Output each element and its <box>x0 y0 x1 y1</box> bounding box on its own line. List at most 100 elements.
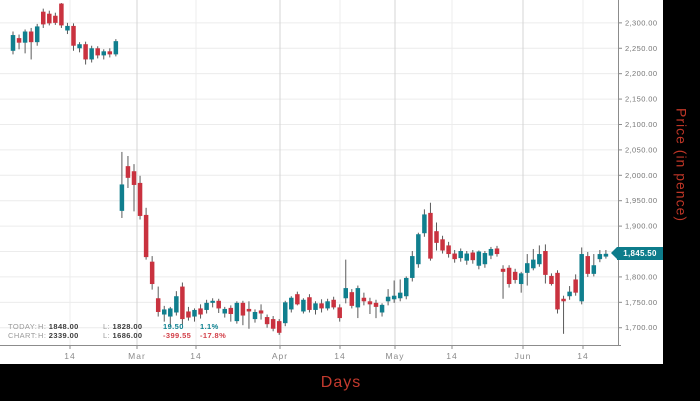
candle-51[interactable] <box>319 299 324 313</box>
candle-69[interactable] <box>428 202 433 261</box>
candle-94[interactable] <box>579 247 584 305</box>
candle-19[interactable] <box>125 155 131 188</box>
candle-5[interactable] <box>41 8 46 28</box>
candle-85[interactable] <box>525 254 530 286</box>
candle-64[interactable] <box>397 279 403 302</box>
candle-41[interactable] <box>258 304 264 320</box>
candle-3[interactable] <box>28 27 34 60</box>
candle-7[interactable] <box>53 12 58 25</box>
candle-55[interactable] <box>343 259 349 304</box>
candle-63[interactable] <box>391 280 397 303</box>
candle-58[interactable] <box>361 292 367 306</box>
candle-60[interactable] <box>373 299 379 319</box>
candle-74[interactable] <box>458 248 463 262</box>
candle-67[interactable] <box>416 232 421 268</box>
candle-28[interactable] <box>180 282 185 325</box>
candle-91[interactable] <box>561 295 566 334</box>
candle-30[interactable] <box>192 308 197 322</box>
candle-29[interactable] <box>186 306 191 321</box>
candle-15[interactable] <box>101 49 107 60</box>
candle-14[interactable] <box>95 46 100 59</box>
candle-54[interactable] <box>337 304 342 322</box>
candle-42[interactable] <box>264 314 270 328</box>
candle-57[interactable] <box>355 285 361 319</box>
candle-34[interactable] <box>216 298 221 313</box>
candle-61[interactable] <box>379 303 385 317</box>
candle-27[interactable] <box>174 291 179 316</box>
candle-20[interactable] <box>131 164 137 212</box>
candle-83[interactable] <box>512 268 518 284</box>
candle-22[interactable] <box>143 207 149 260</box>
candle-31[interactable] <box>198 304 203 319</box>
candle-1[interactable] <box>16 34 22 50</box>
candle-66[interactable] <box>410 251 415 282</box>
candle-72[interactable] <box>446 241 451 258</box>
candle-43[interactable] <box>270 316 276 332</box>
candle-23[interactable] <box>149 256 155 290</box>
candle-82[interactable] <box>506 265 512 288</box>
candle-81[interactable] <box>500 265 506 299</box>
candle-2[interactable] <box>22 29 28 54</box>
candle-65[interactable] <box>404 276 409 300</box>
candle-39[interactable] <box>246 301 252 329</box>
candle-4[interactable] <box>34 23 40 46</box>
candle-40[interactable] <box>252 309 258 323</box>
candle-26[interactable] <box>168 306 173 327</box>
candle-46[interactable] <box>289 296 294 313</box>
candle-9[interactable] <box>65 22 70 35</box>
candle-10[interactable] <box>71 23 76 51</box>
candle-68[interactable] <box>422 209 427 237</box>
candle-93[interactable] <box>573 274 578 296</box>
candle-52[interactable] <box>325 298 330 311</box>
candle-0[interactable] <box>10 31 16 55</box>
candle-56[interactable] <box>349 289 355 309</box>
candle-62[interactable] <box>385 289 391 306</box>
candle-86[interactable] <box>531 248 536 271</box>
candle-95[interactable] <box>585 252 591 277</box>
candle-12[interactable] <box>83 41 88 65</box>
candle-98[interactable] <box>603 249 609 259</box>
candle-48[interactable] <box>301 298 306 314</box>
candle-90[interactable] <box>555 270 560 314</box>
candle-36[interactable] <box>228 305 234 322</box>
candle-75[interactable] <box>464 251 470 265</box>
candle-77[interactable] <box>476 250 482 270</box>
candle-38[interactable] <box>240 300 246 326</box>
candle-89[interactable] <box>549 273 554 286</box>
candle-16[interactable] <box>107 48 113 58</box>
candle-17[interactable] <box>113 39 119 57</box>
candle-78[interactable] <box>482 251 488 268</box>
candle-84[interactable] <box>518 271 524 293</box>
candle-33[interactable] <box>210 298 215 308</box>
candle-71[interactable] <box>440 235 445 254</box>
candle-6[interactable] <box>47 10 52 26</box>
candle-25[interactable] <box>162 305 167 322</box>
candle-35[interactable] <box>222 306 228 318</box>
candle-37[interactable] <box>234 301 240 324</box>
candle-96[interactable] <box>591 254 597 277</box>
candle-18[interactable] <box>119 151 125 218</box>
candle-53[interactable] <box>331 296 336 310</box>
candle-24[interactable] <box>155 286 161 317</box>
plot-area[interactable]: 2,300.00 2,250.00 2,200.00 2,150.00 2,100.00… <box>0 0 700 364</box>
candle-8[interactable] <box>59 3 64 28</box>
candle-73[interactable] <box>452 249 457 263</box>
candle-76[interactable] <box>470 249 476 264</box>
candle-92[interactable] <box>567 286 572 300</box>
candle-88[interactable] <box>543 244 548 284</box>
candle-97[interactable] <box>597 249 603 263</box>
candle-50[interactable] <box>313 301 318 315</box>
candle-87[interactable] <box>537 245 542 267</box>
candle-44[interactable] <box>276 319 282 335</box>
candle-13[interactable] <box>89 45 94 63</box>
candle-70[interactable] <box>434 222 439 251</box>
candle-59[interactable] <box>367 297 373 315</box>
candle-45[interactable] <box>283 300 288 327</box>
candle-32[interactable] <box>204 299 209 314</box>
candle-79[interactable] <box>488 246 494 260</box>
candle-47[interactable] <box>295 291 300 306</box>
candle-49[interactable] <box>307 294 312 313</box>
candle-11[interactable] <box>77 42 82 53</box>
candle-80[interactable] <box>494 245 500 257</box>
candle-21[interactable] <box>137 175 143 220</box>
